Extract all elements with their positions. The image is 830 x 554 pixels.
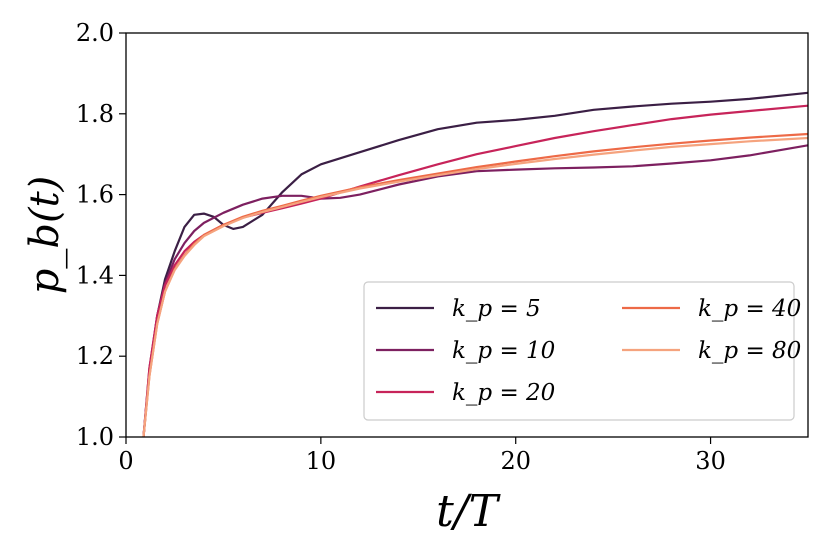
legend-label: k_p = 20 [452, 380, 555, 406]
y-tick-label: 1.6 [76, 181, 114, 209]
series-layer [142, 91, 808, 437]
legend-box [363, 281, 795, 421]
series-line-5 [142, 136, 808, 437]
x-tick-label: 20 [500, 447, 531, 475]
legend: k_p = 5 k_p = 10 k_p = 20 k_p = 40 k_p = 80 [363, 281, 801, 421]
y-tick-label: 1.2 [76, 342, 114, 370]
legend-label: k_p = 5 [452, 296, 541, 322]
series-line-1 [142, 91, 808, 437]
legend-label: k_p = 40 [698, 296, 801, 322]
y-tick-label: 1.8 [76, 100, 114, 128]
y-axis-label: p_b(t) [22, 176, 68, 295]
y-tick-label: 1.4 [76, 261, 114, 289]
x-tick-label: 0 [118, 447, 133, 475]
plot-frame [125, 32, 809, 438]
x-tick-label: 30 [695, 447, 726, 475]
legend-label: k_p = 10 [452, 338, 555, 364]
y-axis-ticks: 1.0 1.2 1.4 1.6 1.8 2.0 [76, 19, 126, 451]
y-tick-label: 2.0 [76, 19, 114, 47]
legend-label: k_p = 80 [698, 338, 801, 364]
x-axis-ticks: 0 10 20 30 [118, 437, 726, 475]
x-tick-label: 10 [306, 447, 337, 475]
y-tick-label: 1.0 [76, 423, 114, 451]
series-line-3 [142, 104, 808, 437]
x-axis-label: t/T [436, 486, 502, 537]
